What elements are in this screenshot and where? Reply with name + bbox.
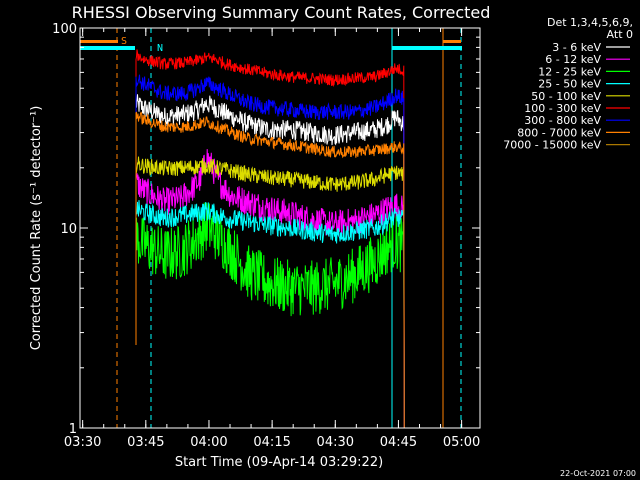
y-axis-label: Corrected Count Rate (s⁻¹ detector⁻¹) bbox=[29, 106, 44, 351]
x-axis: 03:30 03:45 04:00 04:15 04:30 04:45 05:00 bbox=[64, 28, 480, 450]
marker-bar bbox=[80, 40, 118, 43]
legend-label: 25 - 50 keV bbox=[538, 78, 601, 91]
x-tick-label: 04:00 bbox=[190, 435, 227, 450]
legend-label: 3 - 6 keV bbox=[552, 41, 601, 54]
marker-bar bbox=[80, 46, 135, 50]
series-line bbox=[135, 200, 405, 429]
legend-label: 300 - 800 keV bbox=[524, 114, 601, 127]
marker-lines: SN bbox=[80, 28, 462, 428]
legend-label: 6 - 12 keV bbox=[545, 53, 601, 66]
footer-timestamp: 22-Oct-2021 07:00 bbox=[560, 469, 636, 478]
series-line bbox=[135, 156, 405, 429]
x-tick-label: 04:30 bbox=[317, 435, 354, 450]
series-line bbox=[135, 74, 405, 429]
legend-header-line-2: Att 0 bbox=[607, 28, 633, 41]
legend-label: 100 - 300 keV bbox=[524, 102, 601, 115]
legend-label: 12 - 25 keV bbox=[538, 65, 601, 78]
marker-bar bbox=[443, 40, 461, 43]
marker-label-n: N bbox=[157, 43, 163, 54]
y-tick-label: 10 bbox=[60, 222, 77, 237]
legend-label: 50 - 100 keV bbox=[531, 90, 601, 103]
series-line bbox=[135, 111, 405, 429]
marker-label-s: S bbox=[121, 36, 127, 47]
series-line bbox=[135, 94, 405, 429]
chart-title: RHESSI Observing Summary Count Rates, Co… bbox=[72, 3, 491, 22]
x-axis-label: Start Time (09-Apr-14 03:29:22) bbox=[175, 455, 383, 470]
y-tick-label: 100 bbox=[52, 22, 77, 37]
x-tick-label: 03:30 bbox=[64, 435, 101, 450]
x-tick-label: 04:45 bbox=[380, 435, 417, 450]
marker-bar bbox=[392, 46, 462, 50]
legend-header-line-1: Det 1,3,4,5,6,9, bbox=[547, 16, 633, 29]
series-line bbox=[135, 49, 405, 429]
y-axis: 1 10 100 bbox=[52, 22, 480, 437]
legend-label: 800 - 7000 keV bbox=[517, 126, 601, 139]
series-line bbox=[135, 202, 405, 429]
series-lines bbox=[135, 49, 405, 429]
legend-label: 7000 - 15000 keV bbox=[503, 139, 601, 152]
y-tick-label: 1 bbox=[69, 422, 77, 437]
x-tick-label: 04:15 bbox=[253, 435, 290, 450]
x-tick-label: 05:00 bbox=[443, 435, 480, 450]
x-tick-label: 03:45 bbox=[127, 435, 164, 450]
